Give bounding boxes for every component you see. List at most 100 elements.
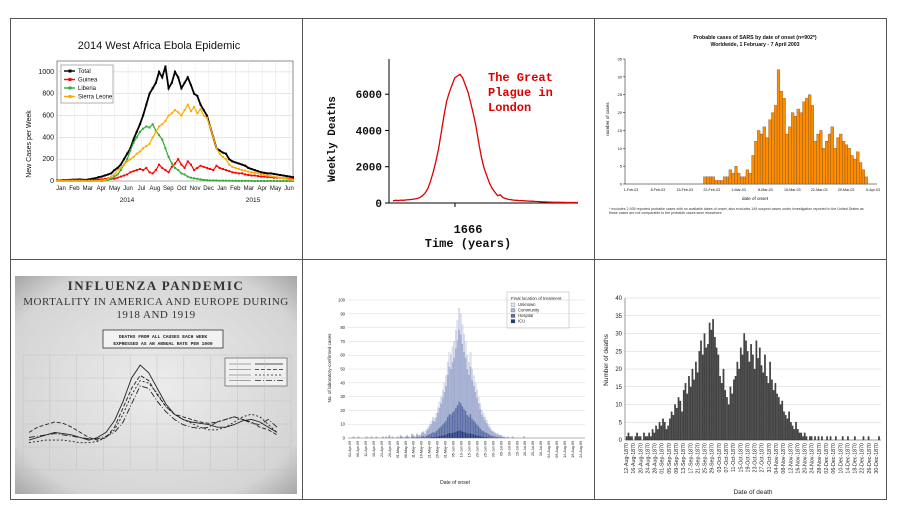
bar-segment <box>464 357 467 412</box>
bar-segment <box>437 436 439 439</box>
sars-chart: Probable cases of SARS by date of onset … <box>605 35 880 215</box>
data-point <box>113 175 116 178</box>
x-tick-label: May <box>109 186 120 192</box>
bar <box>646 436 649 441</box>
x-tick-label: Jan <box>56 186 66 192</box>
bar-segment <box>463 431 465 439</box>
bar-segment <box>445 375 447 387</box>
bar-segment <box>461 324 464 345</box>
bar-segment <box>419 437 421 438</box>
bar <box>862 436 865 441</box>
bar <box>701 354 704 441</box>
data-point <box>151 123 154 126</box>
bar-segment <box>482 436 485 439</box>
bar-segment <box>477 396 480 404</box>
bar-segment <box>485 436 488 439</box>
bar-segment <box>442 424 444 436</box>
bar <box>783 411 785 441</box>
data-point <box>256 180 259 182</box>
bar-segment <box>477 435 480 439</box>
data-point <box>180 87 183 90</box>
bar <box>833 148 837 185</box>
data-point <box>97 180 100 182</box>
x-tick-label: Jun <box>123 186 133 192</box>
data-point <box>126 173 129 176</box>
data-point <box>71 178 74 181</box>
bar-segment <box>497 434 499 437</box>
bar <box>842 141 846 185</box>
x-tick-label: 1-Mar-03 <box>731 188 746 192</box>
bar <box>776 69 781 185</box>
bar-segment <box>481 415 483 431</box>
bar-segment <box>476 397 478 425</box>
data-point <box>282 180 285 182</box>
legend-swatch <box>510 319 516 324</box>
bar <box>636 432 638 441</box>
x-tick-label: 8-Feb-03 <box>651 188 666 192</box>
bar-segment <box>385 436 387 438</box>
data-point <box>186 175 189 178</box>
bar-segment <box>476 424 478 436</box>
bar-segment <box>495 436 498 438</box>
data-point <box>189 84 192 86</box>
data-point <box>205 114 208 117</box>
bar-segment <box>455 348 457 408</box>
x-tick-label: 16-Aug-1870 <box>631 443 637 474</box>
bar-segment <box>435 417 438 432</box>
bar <box>782 98 786 185</box>
bar-segment <box>443 422 446 435</box>
y-axis-label: No. of laboratory-confirmed cases <box>327 333 332 403</box>
bar-segment <box>474 434 477 439</box>
bar <box>708 176 713 185</box>
bar <box>714 336 716 441</box>
x-tick-label: Jul <box>138 186 146 192</box>
bar <box>825 141 829 185</box>
bar-segment <box>455 431 457 439</box>
x-tick-label: 20-Jun-09 <box>475 441 479 457</box>
data-point <box>145 166 148 169</box>
bar-segment <box>485 432 488 437</box>
bar-segment <box>446 433 449 439</box>
data-point <box>116 166 119 169</box>
bar-segment <box>490 429 493 432</box>
legend-box <box>224 357 288 387</box>
bar-segment <box>492 432 495 437</box>
data-point <box>94 178 97 181</box>
y-tick-label: 0 <box>50 178 54 185</box>
bar <box>764 354 766 441</box>
data-point <box>129 171 132 174</box>
x-tick-label: 05-Jul-09 <box>499 441 503 456</box>
bar <box>774 383 777 441</box>
x-tick-label: 17-Sep-1870 <box>688 443 694 474</box>
data-point <box>288 180 291 182</box>
data-point <box>269 175 272 178</box>
data-point <box>193 92 196 95</box>
data-point <box>288 178 291 181</box>
y-tick-label: 2000 <box>356 163 382 175</box>
bar <box>790 422 792 441</box>
bar-segment <box>472 434 475 439</box>
data-point <box>68 180 71 182</box>
bar <box>705 347 708 441</box>
bar <box>719 375 721 441</box>
bar <box>745 169 749 185</box>
data-point <box>59 180 62 182</box>
x-tick-label: 28-Aug-1870 <box>653 443 659 474</box>
data-point <box>119 175 122 178</box>
data-point <box>272 176 275 179</box>
bar <box>829 436 832 441</box>
data-point <box>116 169 119 172</box>
data-point <box>244 179 247 182</box>
y-tick-label: 80 <box>340 325 345 330</box>
bar <box>795 422 797 441</box>
bar-segment <box>407 436 410 438</box>
y-axis-label: Number of deaths <box>603 333 610 385</box>
x-tick-label: Mar <box>83 186 93 192</box>
bar-segment <box>484 432 486 437</box>
bar-segment <box>416 434 418 437</box>
data-point <box>285 177 288 180</box>
bar-segment <box>481 430 483 437</box>
influenza-chart-panel: INFLUENZA PANDEMIC MORTALITY IN AMERICA … <box>10 259 303 500</box>
bar-segment <box>445 434 447 439</box>
bar-segment <box>352 436 355 438</box>
